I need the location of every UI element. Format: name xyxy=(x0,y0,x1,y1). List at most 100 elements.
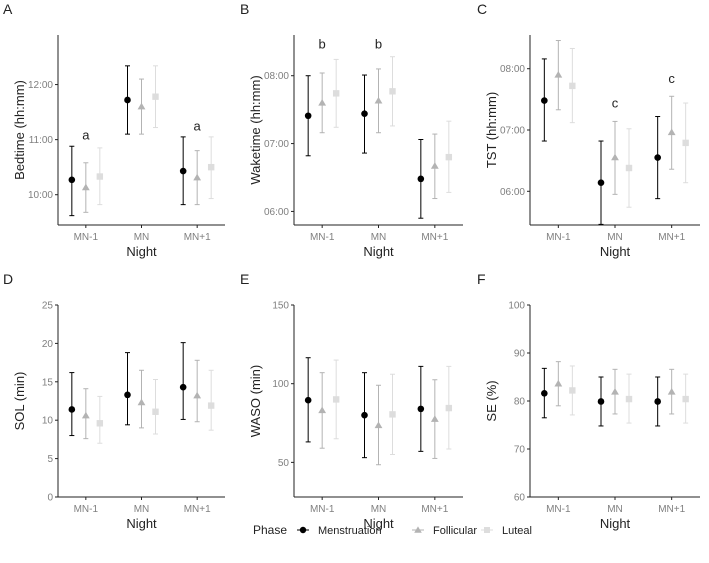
panel-b-y-tick-label: 07:00 xyxy=(264,139,289,150)
panel-a-point-luteal xyxy=(152,93,159,100)
panel-c-x-axis-title: Night xyxy=(600,244,631,259)
panel-d-x-tick-label: MN+1 xyxy=(184,504,211,515)
panel-a-point-follicular xyxy=(137,102,146,110)
panel-d-point-follicular xyxy=(137,398,146,406)
panel-c-label: C xyxy=(477,1,487,17)
panel-d-y-axis-title: SOL (min) xyxy=(12,372,27,431)
panel-d-label: D xyxy=(3,271,13,287)
panel-b-x-tick-label: MN+1 xyxy=(421,232,448,243)
panel-d-point-menstruation xyxy=(179,383,187,391)
panel-a-point-follicular xyxy=(193,173,202,181)
panel-a: A 10:00 11:00 12:00 MN-1 MN MN+1 Night Bedtime (… xyxy=(3,1,225,259)
panel-b-point-luteal xyxy=(445,153,453,161)
panel-e-x-axis-title: Night xyxy=(363,516,394,531)
panel-a-y-tick-label: 10:00 xyxy=(28,190,53,201)
panel-a-label: A xyxy=(3,1,13,17)
panel-d-y-tick-label: 25 xyxy=(42,301,54,312)
panel-c-point-luteal xyxy=(682,139,689,147)
panel-f-y-tick-label: 100 xyxy=(508,301,525,312)
panel-c-y-axis-title: TST (hh:mm) xyxy=(484,92,499,168)
panel-b-annotation: b xyxy=(319,37,326,52)
panel-e-point-follicular xyxy=(374,421,383,429)
panel-b-x-axis-title: Night xyxy=(363,244,394,259)
panel-b-point-menstruation xyxy=(417,175,425,183)
panel-b-label: B xyxy=(240,1,249,17)
panel-c-x-tick-label: MN xyxy=(607,232,623,243)
panel-e-point-luteal xyxy=(389,411,396,418)
panel-f-y-tick-label: 90 xyxy=(514,349,526,360)
panel-c-x-tick-label: MN-1 xyxy=(546,232,571,243)
panel-c-y-tick-label: 07:00 xyxy=(500,126,525,137)
panel-c-point-follicular xyxy=(554,70,563,78)
legend-label-follicular: Follicular xyxy=(433,525,477,537)
panel-b-point-menstruation xyxy=(304,112,312,120)
panel-e-point-menstruation xyxy=(304,396,312,404)
panel-f-y-tick-label: 80 xyxy=(514,397,526,408)
panel-e-y-tick-label: 100 xyxy=(272,379,289,390)
panel-b-x-tick-label: MN xyxy=(371,232,387,243)
legend-key-follicular xyxy=(414,526,422,533)
panel-d-point-luteal xyxy=(207,402,215,409)
panel-c-y-tick-label: 08:00 xyxy=(500,64,525,75)
panel-f-point-follicular xyxy=(554,379,563,387)
legend-item-follicular: Follicular xyxy=(412,525,477,537)
panel-b-y-axis-title: Waketime (hh:mm) xyxy=(248,75,263,184)
panel-d-point-follicular xyxy=(193,391,202,399)
panel-f-y-axis-title: SE (%) xyxy=(484,380,499,421)
panel-d-y-tick-label: 15 xyxy=(42,377,54,388)
panel-f-point-menstruation xyxy=(541,390,548,397)
panel-e: E 50 100 150 MN-1 MN MN+1 Night WASO (min) xyxy=(240,271,463,531)
legend-label-luteal: Luteal xyxy=(502,525,532,537)
panel-a-point-menstruation xyxy=(68,176,76,184)
panel-c-y-tick-label: 06:00 xyxy=(500,187,525,198)
panel-d-y-tick-label: 0 xyxy=(47,493,53,504)
panel-a-point-follicular xyxy=(81,183,90,191)
panel-b-y-tick-label: 06:00 xyxy=(264,207,289,218)
legend-key-luteal xyxy=(484,527,490,533)
panel-f-point-luteal xyxy=(625,395,633,403)
panel-e-point-luteal xyxy=(332,396,340,403)
panel-f-y-tick-label: 60 xyxy=(514,493,526,504)
panel-f-label: F xyxy=(477,271,486,287)
panel-a-point-luteal xyxy=(96,173,104,180)
panel-f-y-tick-label: 70 xyxy=(514,445,526,456)
panel-f-x-axis-title: Night xyxy=(600,516,631,531)
panel-e-point-luteal xyxy=(445,404,453,412)
panel-c-point-follicular xyxy=(667,128,676,136)
panel-d-point-menstruation xyxy=(68,406,76,413)
panel-d-point-luteal xyxy=(96,420,104,427)
panel-b: B 06:00 07:00 08:00 MN-1 MN MN+1 Night Waketime … xyxy=(240,1,463,259)
panel-e-y-axis-title: WASO (min) xyxy=(248,365,263,437)
panel-d-point-menstruation xyxy=(124,391,131,399)
panel-a-annotation: a xyxy=(194,118,202,133)
panel-d-point-luteal xyxy=(152,408,159,415)
panel-a-y-tick-label: 11:00 xyxy=(29,135,54,146)
panel-f-point-follicular xyxy=(667,387,676,395)
panel-a-point-menstruation xyxy=(179,167,187,175)
panel-e-point-menstruation xyxy=(361,411,368,419)
panel-d-y-tick-label: 5 xyxy=(47,454,53,465)
panel-e-point-follicular xyxy=(318,406,327,414)
panels-layer: A 10:00 11:00 12:00 MN-1 MN MN+1 Night Bedtime (… xyxy=(3,1,700,531)
panel-c: C 06:00 07:00 08:00 MN-1 MN MN+1 Night TST (hh:m… xyxy=(477,1,700,259)
panel-b-point-luteal xyxy=(389,88,396,95)
panel-c-point-luteal xyxy=(625,164,633,172)
panel-d: D 0 5 10 15 20 25 MN-1 MN MN+1 Night SOL (min) xyxy=(3,271,225,531)
panel-c-point-menstruation xyxy=(654,154,661,161)
panel-f-x-tick-label: MN-1 xyxy=(546,504,571,515)
panel-f-point-follicular xyxy=(611,387,619,395)
panel-f: F 60 70 80 90 100 MN-1 MN MN+1 Night SE (%) xyxy=(477,271,700,531)
panel-f-point-menstruation xyxy=(597,398,605,405)
panel-e-x-tick-label: MN xyxy=(371,504,387,515)
panel-a-point-menstruation xyxy=(124,96,131,104)
legend-key-menstruation xyxy=(299,526,307,534)
panel-c-point-menstruation xyxy=(541,97,548,104)
panel-a-x-tick-label: MN xyxy=(134,232,150,243)
panel-b-point-luteal xyxy=(332,90,340,97)
panel-c-x-tick-label: MN+1 xyxy=(658,232,685,243)
panel-f-point-luteal xyxy=(569,387,576,394)
panel-b-point-follicular xyxy=(430,162,439,169)
panel-e-label: E xyxy=(240,271,249,287)
panel-a-x-axis-title: Night xyxy=(126,244,157,259)
